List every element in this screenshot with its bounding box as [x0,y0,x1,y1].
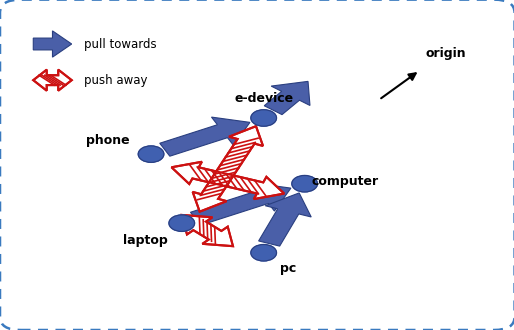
Circle shape [251,245,277,261]
Polygon shape [182,215,233,246]
Circle shape [138,146,164,162]
Circle shape [292,176,318,192]
Text: computer: computer [311,175,378,187]
Text: pull towards: pull towards [84,38,157,50]
Polygon shape [172,162,284,199]
Polygon shape [160,117,250,156]
Polygon shape [264,82,310,115]
Text: e-device: e-device [234,92,293,105]
Text: pc: pc [280,262,297,275]
Text: laptop: laptop [122,234,167,247]
Text: push away: push away [84,74,148,87]
Text: origin: origin [425,48,466,60]
Polygon shape [259,193,311,246]
Polygon shape [193,126,263,212]
Text: phone: phone [86,135,130,148]
Polygon shape [33,70,71,91]
Polygon shape [191,183,291,225]
Circle shape [169,215,195,231]
Circle shape [251,110,277,126]
Polygon shape [33,31,71,57]
